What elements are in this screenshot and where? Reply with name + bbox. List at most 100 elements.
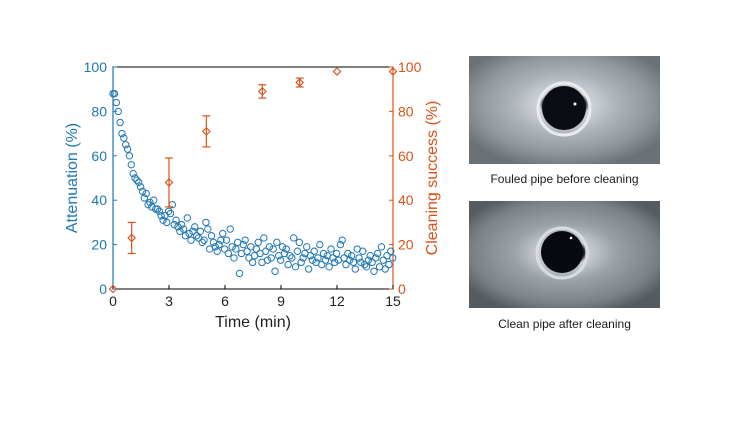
attenuation-point	[331, 258, 339, 267]
attenuation-point	[260, 234, 268, 242]
left-y-axis-ticks: 0 20 40 60 80 100	[84, 59, 117, 297]
caption-clean: Clean pipe after cleaning	[498, 317, 631, 331]
attenuation-point	[243, 247, 251, 255]
attenuation-point	[228, 243, 236, 251]
left-y-tick-label: 100	[84, 59, 108, 75]
attenuation-point	[273, 238, 281, 247]
cleaning-point	[257, 87, 267, 96]
attenuation-point	[144, 200, 152, 209]
x-axis-label: Time (min)	[215, 314, 291, 331]
attenuation-point	[155, 207, 163, 216]
attenuation-point	[172, 216, 180, 224]
left-y-tick-label: 60	[91, 148, 107, 164]
right-y-axis-label: Cleaning success (%)	[424, 101, 441, 256]
attenuation-point	[289, 234, 298, 242]
x-tick-label: 3	[165, 293, 173, 309]
attenuation-point	[153, 205, 162, 213]
attenuation-point	[138, 187, 147, 196]
attenuation-point	[276, 256, 285, 264]
attenuation-point	[189, 227, 197, 235]
attenuation-point	[364, 256, 373, 264]
right-y-tick-label: 80	[398, 103, 414, 119]
x-tick-label: 12	[329, 293, 345, 309]
attenuation-point	[121, 141, 130, 149]
attenuation-point	[325, 263, 333, 271]
attenuation-point	[239, 240, 247, 249]
attenuation-point	[204, 225, 212, 233]
attenuation-point	[269, 245, 277, 253]
attenuation-point	[291, 263, 300, 271]
left-y-axis-label: Attenuation (%)	[64, 123, 81, 233]
attenuation-point	[267, 254, 275, 262]
photo-clean-pipe	[469, 201, 660, 308]
attenuation-point	[387, 247, 395, 255]
attenuation-point	[118, 129, 126, 138]
attenuation-point	[125, 152, 134, 160]
attenuation-point	[220, 245, 229, 253]
attenuation-point	[120, 134, 128, 142]
attenuation-point	[200, 236, 208, 244]
cleaning-point	[388, 67, 398, 76]
attenuation-point	[336, 240, 345, 249]
left-y-tick-label: 0	[99, 281, 107, 297]
attenuation-series	[109, 89, 397, 278]
attenuation-point	[176, 227, 184, 235]
left-y-tick-label: 40	[91, 192, 107, 208]
right-y-tick-label: 100	[398, 59, 422, 75]
attenuation-point	[177, 220, 186, 229]
attenuation-point	[248, 258, 257, 267]
attenuation-point	[219, 229, 227, 238]
attenuation-point	[303, 243, 311, 251]
right-y-axis-ticks: 0 20 40 60 80 100	[389, 59, 422, 297]
attenuation-point	[332, 249, 341, 258]
x-tick-label: 0	[109, 293, 117, 309]
attenuation-point	[342, 260, 350, 269]
attenuation-point	[170, 220, 178, 229]
right-y-tick-label: 60	[398, 148, 414, 164]
attenuation-point	[349, 258, 358, 267]
attenuation-point	[368, 258, 376, 267]
attenuation-point	[116, 118, 124, 127]
attenuation-point	[314, 254, 322, 262]
attenuation-point	[140, 194, 149, 202]
attenuation-point	[362, 263, 371, 271]
attenuation-point	[304, 265, 313, 273]
attenuation-point	[163, 218, 171, 227]
attenuation-point	[299, 254, 307, 262]
x-tick-label: 6	[221, 293, 229, 309]
cleaning-series	[108, 67, 398, 294]
attenuation-point	[181, 232, 190, 240]
attenuation-point	[379, 256, 387, 264]
attenuation-point	[344, 249, 352, 258]
attenuation-point	[135, 178, 143, 187]
attenuation-point	[232, 245, 240, 253]
attenuation-point	[211, 243, 219, 251]
attenuation-point	[321, 256, 330, 264]
attenuation-point	[385, 260, 393, 269]
attenuation-point	[295, 238, 303, 247]
attenuation-point	[306, 252, 315, 260]
attenuation-point	[196, 227, 205, 235]
attenuation-point	[345, 256, 354, 264]
attenuation-point	[114, 107, 122, 116]
attenuation-point	[224, 249, 233, 258]
attenuation-point	[151, 205, 160, 213]
attenuation-point	[187, 236, 195, 244]
attenuation-point	[192, 232, 201, 240]
attenuation-point	[286, 252, 294, 260]
attenuation-point	[357, 258, 365, 267]
attenuation-point	[142, 189, 150, 198]
attenuation-point	[360, 260, 369, 269]
cleaning-point	[108, 284, 118, 294]
attenuation-point	[157, 212, 165, 220]
attenuation-point	[149, 196, 158, 204]
attenuation-point	[179, 225, 188, 233]
attenuation-point	[222, 236, 231, 244]
attenuation-point	[288, 254, 296, 262]
attenuation-point	[226, 225, 234, 233]
attenuation-point	[265, 243, 274, 251]
attenuation-point	[241, 236, 249, 244]
cleaning-point	[201, 127, 211, 136]
attenuation-point	[230, 254, 238, 262]
cleaning-point	[127, 233, 137, 243]
